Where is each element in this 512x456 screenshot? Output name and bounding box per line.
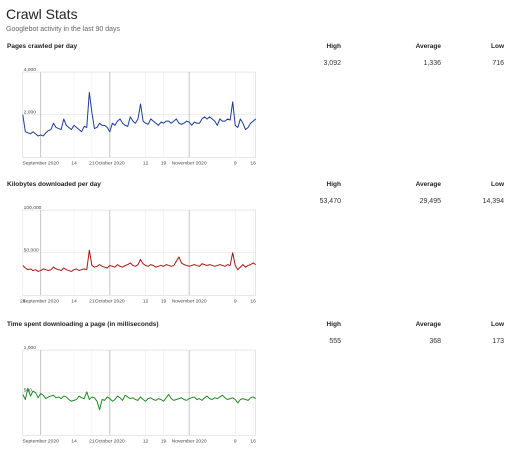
x-tick-label: October 2020 <box>95 438 125 444</box>
x-tick-label: October 2020 <box>95 298 125 304</box>
low-header: Low <box>491 181 504 188</box>
x-tick-label: 14 <box>71 160 77 166</box>
x-tick-label: 19 <box>161 438 167 444</box>
pages-crawled-chart: 4,000 2,000 September 2020 14 21 October 2020… <box>22 67 257 166</box>
x-tick-label: 9 <box>234 438 237 444</box>
x-tick-label: 14 <box>71 438 77 444</box>
y-tick-label: 50,000 <box>24 247 39 253</box>
x-tick-label: September 2020 <box>23 298 60 304</box>
low-header: Low <box>491 43 504 50</box>
average-header: Average <box>415 321 441 328</box>
low-value: 716 <box>492 60 504 67</box>
x-tick-label: 24 <box>20 298 26 304</box>
average-header: Average <box>415 43 441 50</box>
x-tick-label: 21 <box>89 298 95 304</box>
x-tick-label: 16 <box>250 298 256 304</box>
page-title: Crawl Stats <box>6 6 78 22</box>
section-label: Time spent downloading a page (in millis… <box>7 321 159 328</box>
average-value: 368 <box>429 338 441 345</box>
section-label: Kilobytes downloaded per day <box>7 181 101 188</box>
x-tick-label: 16 <box>250 160 256 166</box>
x-tick-label: November 2020 <box>172 160 207 166</box>
x-tick-label: 9 <box>234 160 237 166</box>
x-tick-label: 14 <box>71 298 77 304</box>
average-header: Average <box>415 181 441 188</box>
series-line <box>22 249 257 272</box>
x-tick-label: November 2020 <box>172 438 207 444</box>
x-tick-label: 12 <box>143 438 149 444</box>
x-tick-label: September 2020 <box>23 160 60 166</box>
x-tick-label: November 2020 <box>172 298 207 304</box>
high-header: High <box>326 321 341 328</box>
y-tick-label: 1,000 <box>24 345 37 351</box>
x-tick-label: 21 <box>89 438 95 444</box>
average-value: 1,336 <box>423 60 441 67</box>
page-subtitle: Googlebot activity in the last 90 days <box>6 26 121 33</box>
series-line <box>22 91 257 137</box>
low-value: 173 <box>492 338 504 345</box>
x-tick-label: October 2020 <box>95 160 125 166</box>
x-tick-label: 9 <box>234 298 237 304</box>
high-header: High <box>326 43 341 50</box>
low-value: 14,394 <box>482 198 504 205</box>
section-label: Pages crawled per day <box>7 43 78 50</box>
x-tick-label: 16 <box>250 438 256 444</box>
high-header: High <box>326 181 341 188</box>
section-pages-crawled: Pages crawled per day High Average Low 3… <box>0 43 512 178</box>
y-tick-label: 2,000 <box>24 109 37 115</box>
series-line <box>22 387 257 411</box>
high-value: 555 <box>329 338 341 345</box>
section-kilobytes-downloaded: Kilobytes downloaded per day High Averag… <box>0 181 512 316</box>
section-download-time: Time spent downloading a page (in millis… <box>0 321 512 456</box>
x-tick-label: 21 <box>89 160 95 166</box>
x-tick-label: 12 <box>143 298 149 304</box>
x-tick-label: 19 <box>161 160 167 166</box>
x-tick-label: 19 <box>161 298 167 304</box>
average-value: 29,495 <box>419 198 441 205</box>
high-value: 53,470 <box>319 198 341 205</box>
x-tick-label: September 2020 <box>23 438 60 444</box>
x-tick-label: 12 <box>143 160 149 166</box>
low-header: Low <box>491 321 504 328</box>
y-tick-label: 100,000 <box>24 205 42 211</box>
y-tick-label: 4,000 <box>24 67 37 73</box>
high-value: 3,092 <box>323 60 341 67</box>
